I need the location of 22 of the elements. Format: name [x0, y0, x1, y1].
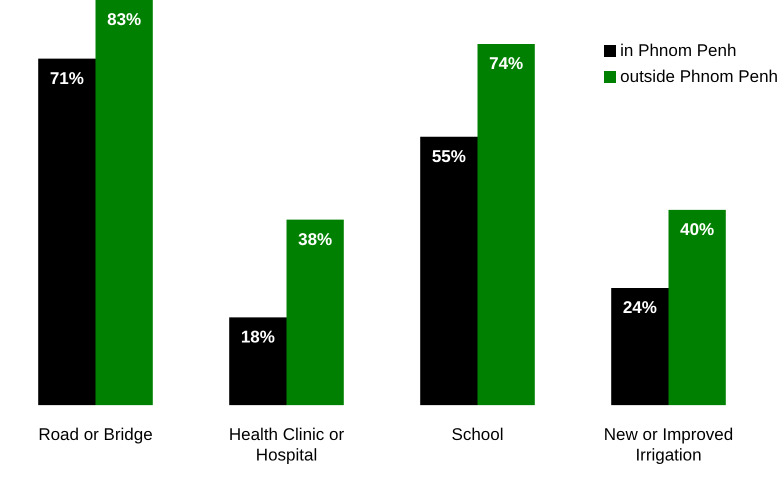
bar	[420, 136, 478, 406]
x-tick-label: New or Improved Irrigation	[604, 425, 734, 464]
data-label: 40%	[680, 220, 714, 240]
data-label: 18%	[240, 328, 275, 347]
x-tick-label: Health Clinic or Hospital	[228, 425, 344, 464]
data-label: 24%	[622, 298, 657, 318]
bar	[229, 317, 286, 406]
bar	[611, 288, 668, 406]
data-label: 71%	[50, 68, 84, 88]
bar	[286, 220, 344, 406]
data-label: 74%	[489, 54, 524, 74]
x-tick-label: Road or Bridge	[38, 425, 153, 444]
bar	[38, 58, 96, 406]
legend-label: in Phnom Penh	[619, 40, 738, 62]
data-label: 55%	[432, 146, 466, 166]
legend-label: outside Phnom Penh	[619, 66, 778, 88]
data-label: 83%	[107, 10, 142, 30]
data-label: 38%	[298, 230, 332, 249]
bar	[668, 210, 726, 406]
bar	[478, 44, 535, 406]
bar	[96, 0, 153, 406]
x-tick-label: School	[452, 425, 504, 444]
